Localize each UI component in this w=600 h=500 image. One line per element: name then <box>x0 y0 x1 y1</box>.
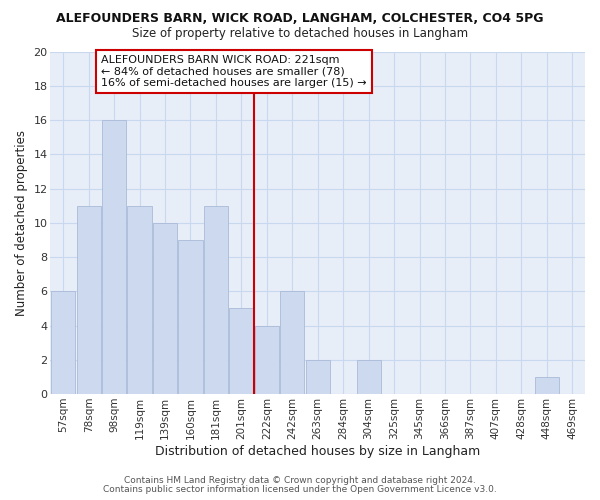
Text: ALEFOUNDERS BARN WICK ROAD: 221sqm
← 84% of detached houses are smaller (78)
16%: ALEFOUNDERS BARN WICK ROAD: 221sqm ← 84%… <box>101 55 367 88</box>
Bar <box>305 360 330 394</box>
Bar <box>255 326 279 394</box>
Text: Contains public sector information licensed under the Open Government Licence v3: Contains public sector information licen… <box>103 485 497 494</box>
Bar <box>178 240 203 394</box>
Bar <box>280 292 304 394</box>
Bar <box>356 360 381 394</box>
Bar <box>204 206 228 394</box>
Bar <box>535 377 559 394</box>
Bar <box>102 120 126 394</box>
Bar <box>229 308 253 394</box>
Bar <box>51 292 75 394</box>
Bar <box>153 223 177 394</box>
Bar <box>127 206 152 394</box>
Text: Contains HM Land Registry data © Crown copyright and database right 2024.: Contains HM Land Registry data © Crown c… <box>124 476 476 485</box>
Y-axis label: Number of detached properties: Number of detached properties <box>15 130 28 316</box>
Text: ALEFOUNDERS BARN, WICK ROAD, LANGHAM, COLCHESTER, CO4 5PG: ALEFOUNDERS BARN, WICK ROAD, LANGHAM, CO… <box>56 12 544 26</box>
Bar <box>77 206 101 394</box>
X-axis label: Distribution of detached houses by size in Langham: Distribution of detached houses by size … <box>155 444 481 458</box>
Text: Size of property relative to detached houses in Langham: Size of property relative to detached ho… <box>132 28 468 40</box>
